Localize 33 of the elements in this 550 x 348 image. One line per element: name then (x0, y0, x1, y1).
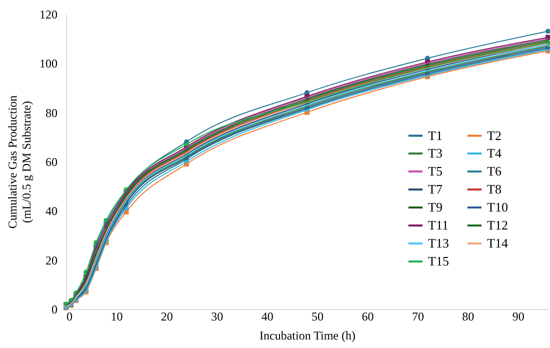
y-tick-label: 100 (40, 56, 58, 71)
legend-label: T6 (487, 164, 502, 178)
x-tick-label: 20 (160, 310, 173, 324)
legend-label: T10 (487, 200, 508, 214)
x-tick-label: 0 (66, 310, 72, 324)
legend-label: T13 (428, 236, 449, 250)
y-tick-label: 40 (46, 204, 58, 218)
legend-label: T1 (428, 128, 442, 143)
legend-label: T15 (428, 254, 449, 268)
y-tick-label: 60 (46, 155, 58, 169)
x-tick-label: 80 (462, 310, 474, 324)
legend-label: T2 (487, 128, 502, 143)
x-tick-label: 40 (261, 310, 274, 324)
legend-label: T4 (487, 146, 502, 160)
legend-label: T14 (487, 236, 508, 250)
x-tick-label: 50 (312, 310, 324, 324)
y-tick-label: 20 (46, 253, 58, 268)
legend-label: T9 (428, 200, 442, 214)
y-tick-label: 120 (40, 8, 58, 22)
x-tick-label: 10 (110, 310, 123, 324)
x-tick-label: 70 (412, 310, 424, 324)
legend-label: T7 (428, 182, 443, 196)
legend-label: T5 (428, 164, 442, 178)
x-tick-label: 90 (512, 310, 524, 324)
x-tick-label: 30 (211, 310, 224, 324)
legend-label: T11 (428, 218, 448, 232)
legend-label: T12 (487, 218, 508, 232)
y-tick-label: 80 (46, 106, 58, 120)
legend-label: T3 (428, 146, 442, 160)
x-axis-title: Incubation Time (h) (260, 328, 356, 342)
x-tick-label: 60 (362, 310, 374, 324)
y-axis-title: Cumulative Gas Production (mL/0.5 g DM Substrate) (6, 95, 34, 229)
legend-label: T8 (487, 182, 502, 196)
